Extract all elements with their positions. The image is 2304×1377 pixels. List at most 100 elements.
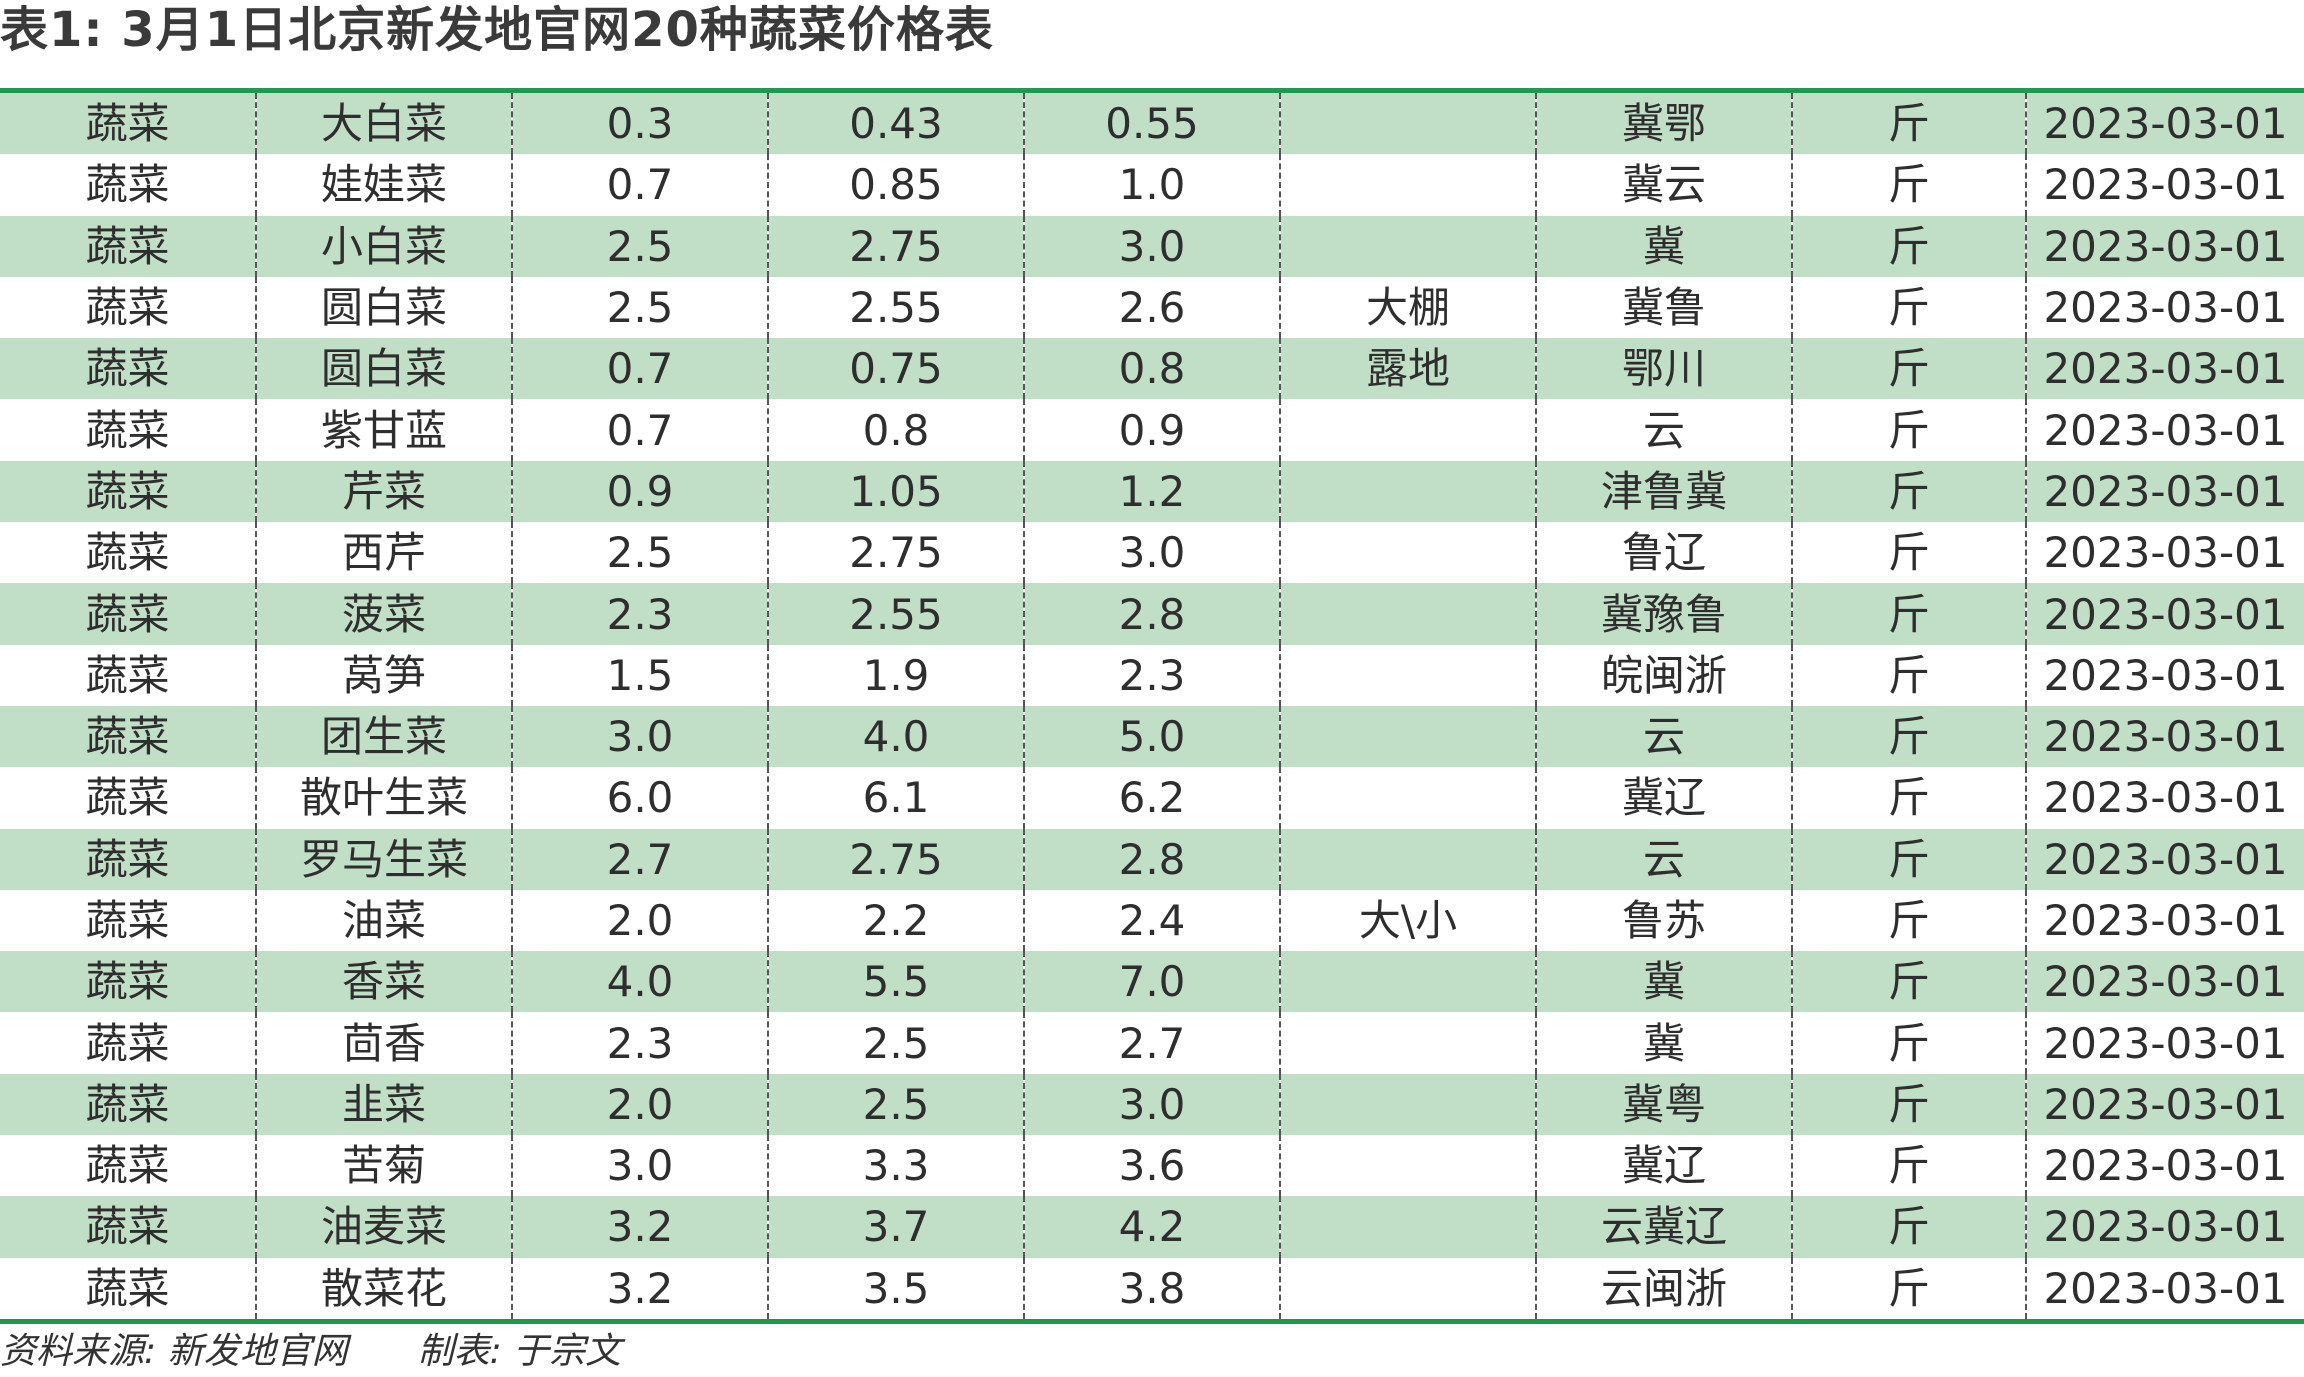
cell-category: 蔬菜 — [85, 1202, 170, 1252]
cell-origin: 冀 — [1535, 1012, 1792, 1074]
cell-date: 2023-03-01 — [2025, 215, 2304, 277]
cell-high-price: 2.6 — [1023, 276, 1280, 339]
cell-low-price: 2.0 — [511, 889, 768, 952]
cell-origin: 鄂川 — [1535, 338, 1792, 400]
cell-origin: 冀豫鲁 — [1535, 583, 1792, 645]
cell-date: 2023-03-01 — [2025, 644, 2304, 706]
cell-origin: 津鲁冀 — [1535, 460, 1792, 523]
cell-origin: 冀粤 — [1535, 1073, 1792, 1136]
cell-avg-price: 4.0 — [767, 705, 1024, 768]
cell-high-price: 0.55 — [1023, 93, 1280, 155]
cell-unit: 斤 — [1791, 154, 2026, 216]
cell-spec — [1279, 1196, 1536, 1258]
cell-origin: 云 — [1535, 828, 1792, 890]
cell-vegetable-name: 散叶生菜 — [255, 767, 512, 829]
cell-vegetable-name: 圆白菜 — [255, 338, 512, 400]
cell-avg-price: 1.9 — [767, 644, 1024, 706]
cell-avg-price: 2.75 — [767, 522, 1024, 584]
cell-avg-price: 2.55 — [767, 276, 1024, 339]
cell-spec — [1279, 1135, 1536, 1197]
table-row: 蔬菜 茴香 2.3 2.5 2.7 冀斤 2023-03-01 — [0, 1012, 2304, 1074]
cell-date: 2023-03-01 — [2025, 889, 2304, 952]
cell-vegetable-name: 散菜花 — [255, 1257, 512, 1319]
cell-high-price: 0.8 — [1023, 338, 1280, 400]
cell-high-price: 6.2 — [1023, 767, 1280, 829]
cell-avg-price: 2.55 — [767, 583, 1024, 645]
cell-avg-price: 2.2 — [767, 889, 1024, 952]
price-table: 蔬菜 大白菜 0.3 0.43 0.55 冀鄂斤 2023-03-01 蔬菜 娃娃菜 0.7 0.8… — [0, 93, 2304, 1319]
cell-unit: 斤 — [1791, 644, 2026, 706]
cell-spec — [1279, 1257, 1536, 1319]
cell-high-price: 3.0 — [1023, 1073, 1280, 1136]
cell-origin: 冀辽 — [1535, 1135, 1792, 1197]
cell-avg-price: 3.5 — [767, 1257, 1024, 1319]
cell-vegetable-name: 油麦菜 — [255, 1196, 512, 1258]
cell-low-price: 4.0 — [511, 951, 768, 1013]
cell-spec: 露地 — [1279, 338, 1536, 400]
cell-spec — [1279, 460, 1536, 523]
cell-high-price: 2.3 — [1023, 644, 1280, 706]
cell-high-price: 2.8 — [1023, 583, 1280, 645]
cell-spec — [1279, 951, 1536, 1013]
cell-unit: 斤 — [1791, 951, 2026, 1013]
cell-origin: 鲁苏 — [1535, 889, 1792, 952]
cell-unit: 斤 — [1791, 522, 2026, 584]
cell-high-price: 4.2 — [1023, 1196, 1280, 1258]
cell-high-price: 3.0 — [1023, 522, 1280, 584]
cell-origin: 冀辽 — [1535, 767, 1792, 829]
cell-date: 2023-03-01 — [2025, 1073, 2304, 1136]
maker-note: 制表: 于宗文 — [417, 1331, 622, 1372]
cell-avg-price: 2.5 — [767, 1012, 1024, 1074]
cell-date: 2023-03-01 — [2025, 1196, 2304, 1258]
cell-vegetable-name: 韭菜 — [255, 1073, 512, 1136]
table-row: 蔬菜 菠菜 2.3 2.55 2.8 冀豫鲁斤 2023-03-01 — [0, 583, 2304, 645]
cell-unit: 斤 — [1791, 583, 2026, 645]
table-row: 蔬菜 莴笋 1.5 1.9 2.3 皖闽浙斤 2023-03-01 — [0, 644, 2304, 706]
cell-low-price: 2.5 — [511, 215, 768, 277]
cell-spec — [1279, 644, 1536, 706]
table-footer: 资料来源: 新发地官网 制表: 于宗文 — [0, 1330, 621, 1374]
cell-avg-price: 2.5 — [767, 1073, 1024, 1136]
table-row: 蔬菜 圆白菜 0.7 0.75 0.8 露地 鄂川斤 2023-03-01 — [0, 338, 2304, 400]
cell-date: 2023-03-01 — [2025, 767, 2304, 829]
price-table-container: 蔬菜 大白菜 0.3 0.43 0.55 冀鄂斤 2023-03-01 蔬菜 娃娃菜 0.7 0.8… — [0, 88, 2304, 1324]
cell-date: 2023-03-01 — [2025, 1135, 2304, 1197]
cell-high-price: 2.4 — [1023, 889, 1280, 952]
table-row: 蔬菜 香菜 4.0 5.5 7.0 冀斤 2023-03-01 — [0, 951, 2304, 1013]
cell-category: 蔬菜 — [85, 99, 170, 149]
cell-avg-price: 6.1 — [767, 767, 1024, 829]
table-row: 蔬菜 油菜 2.0 2.2 2.4 大\小 鲁苏斤 2023-03-01 — [0, 889, 2304, 952]
cell-vegetable-name: 香菜 — [255, 951, 512, 1013]
cell-vegetable-name: 苦菊 — [255, 1135, 512, 1197]
cell-low-price: 0.9 — [511, 460, 768, 523]
table-row: 蔬菜 散叶生菜 6.0 6.1 6.2 冀辽斤 2023-03-01 — [0, 767, 2304, 829]
cell-spec — [1279, 215, 1536, 277]
table-row: 蔬菜 娃娃菜 0.7 0.85 1.0 冀云斤 2023-03-01 — [0, 154, 2304, 216]
cell-high-price: 1.2 — [1023, 460, 1280, 523]
cell-origin: 冀云 — [1535, 154, 1792, 216]
table-row: 蔬菜 团生菜 3.0 4.0 5.0 云斤 2023-03-01 — [0, 705, 2304, 768]
cell-low-price: 1.5 — [511, 644, 768, 706]
cell-low-price: 0.7 — [511, 154, 768, 216]
table-row: 蔬菜 苦菊 3.0 3.3 3.6 冀辽斤 2023-03-01 — [0, 1135, 2304, 1197]
cell-unit: 斤 — [1791, 1196, 2026, 1258]
cell-category: 蔬菜 — [85, 405, 170, 455]
cell-unit: 斤 — [1791, 338, 2026, 400]
cell-low-price: 2.7 — [511, 828, 768, 890]
cell-spec — [1279, 767, 1536, 829]
cell-unit: 斤 — [1791, 276, 2026, 339]
cell-avg-price: 2.75 — [767, 215, 1024, 277]
cell-unit: 斤 — [1791, 1135, 2026, 1197]
cell-origin: 冀鲁 — [1535, 276, 1792, 339]
cell-unit: 斤 — [1791, 705, 2026, 768]
table-row: 蔬菜 圆白菜 2.5 2.55 2.6 大棚 冀鲁斤 2023-03-01 — [0, 276, 2304, 339]
cell-origin: 皖闽浙 — [1535, 644, 1792, 706]
cell-category: 蔬菜 — [85, 1018, 170, 1068]
table-row: 蔬菜 罗马生菜 2.7 2.75 2.8 云斤 2023-03-01 — [0, 828, 2304, 890]
table-row: 蔬菜 油麦菜 3.2 3.7 4.2 云冀辽斤 2023-03-01 — [0, 1196, 2304, 1258]
cell-low-price: 2.3 — [511, 1012, 768, 1074]
cell-spec — [1279, 705, 1536, 768]
table-row: 蔬菜 大白菜 0.3 0.43 0.55 冀鄂斤 2023-03-01 — [0, 93, 2304, 155]
table-row: 蔬菜 芹菜 0.9 1.05 1.2 津鲁冀斤 2023-03-01 — [0, 460, 2304, 523]
cell-category: 蔬菜 — [85, 466, 170, 516]
